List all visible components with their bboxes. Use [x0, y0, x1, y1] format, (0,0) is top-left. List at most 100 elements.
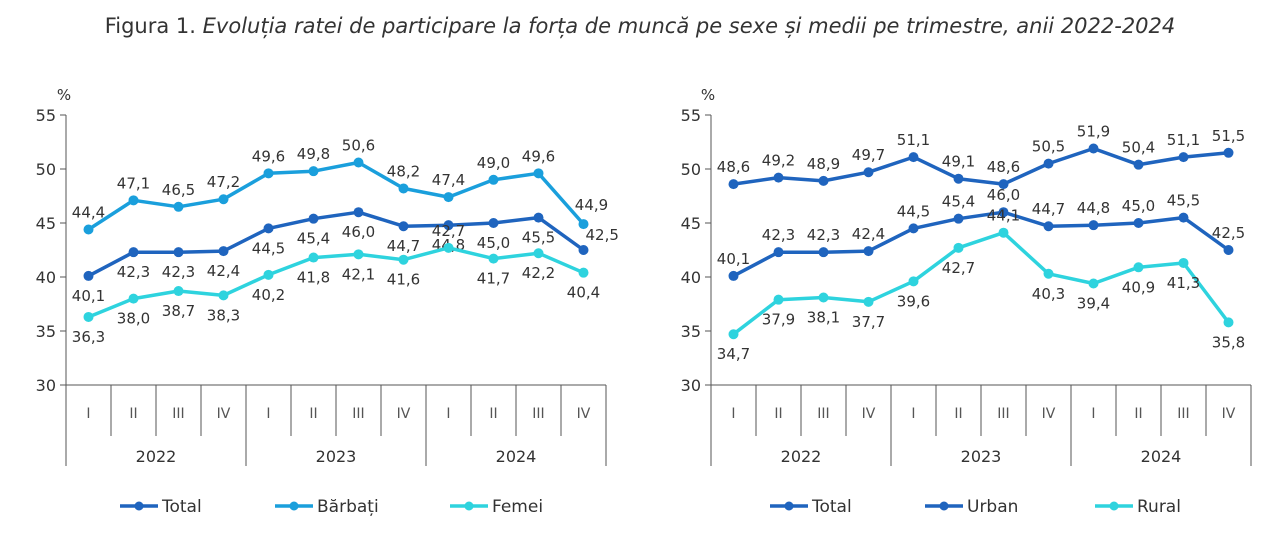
chart1-point-2-6 [353, 249, 364, 260]
figure-title-text: Evoluția ratei de participare la forța d… [202, 14, 1176, 38]
chart2-data-label: 48,9 [807, 155, 840, 173]
chart2-point-2-5 [953, 242, 964, 253]
chart1-point-2-3 [218, 290, 229, 301]
chart1-data-label: 49,6 [252, 147, 285, 165]
chart1-legend-marker-2 [464, 501, 474, 511]
chart2-point-1-9 [1133, 159, 1144, 170]
chart1-point-2-9 [488, 253, 499, 264]
chart1-point-1-0 [83, 224, 94, 235]
chart1-point-1-9 [488, 174, 499, 185]
chart2-data-label: 49,7 [852, 146, 885, 164]
chart2-data-label: 44,5 [897, 202, 930, 220]
chart1-legend-marker-0 [134, 501, 144, 511]
chart1-data-label: 40,2 [252, 286, 285, 304]
chart1-data-label: 40,4 [567, 284, 600, 302]
chart2-data-label: 34,7 [717, 345, 750, 363]
chart1-data-label: 41,6 [387, 271, 420, 289]
chart1-unit-label: % [57, 86, 71, 104]
chart1-point-0-4 [263, 223, 274, 234]
chart2-unit-label: % [701, 86, 715, 104]
chart2-data-label: 38,1 [807, 309, 840, 327]
chart1-data-label: 45,0 [477, 234, 510, 252]
chart1-data-label: 42,5 [586, 226, 619, 244]
chart1-quarter-label: III [352, 406, 364, 422]
chart2-data-label: 50,4 [1122, 139, 1155, 157]
chart1-y-tick-label: 40 [36, 268, 56, 287]
chart2-quarter-label: III [1177, 406, 1189, 422]
chart2-data-label: 42,3 [807, 226, 840, 244]
chart1-point-1-6 [353, 157, 364, 168]
chart1-series-line-2 [87, 246, 585, 319]
chart2-point-1-2 [818, 175, 829, 186]
chart2-point-1-11 [1223, 147, 1234, 158]
chart2-point-0-9 [1133, 218, 1144, 228]
chart2-point-1-1 [773, 172, 784, 183]
chart2-point-2-6 [998, 227, 1009, 238]
chart1-data-label: 42,2 [522, 264, 555, 282]
chart1-data-label: 41,7 [477, 270, 510, 288]
chart1-data-label: 45,5 [522, 229, 555, 247]
chart1-quarter-label: II [309, 406, 317, 422]
chart2-data-label: 40,1 [717, 250, 750, 268]
chart2-data-label: 51,5 [1212, 127, 1245, 145]
chart2-quarter-label: IV [1222, 406, 1236, 422]
chart1-data-label: 45,4 [297, 230, 330, 248]
chart2-y-tick-label: 35 [681, 322, 701, 341]
chart1-point-0-1 [128, 247, 139, 258]
chart2-point-2-0 [728, 329, 739, 340]
chart2-point-0-8 [1088, 220, 1099, 231]
chart2-y-tick-label: 55 [681, 106, 701, 125]
chart2-point-0-10 [1178, 212, 1189, 223]
chart1-point-2-8 [443, 242, 454, 253]
chart1-data-label: 42,7 [432, 222, 465, 240]
chart2-data-label: 46,0 [987, 186, 1020, 204]
chart1-year-label: 2023 [316, 447, 357, 466]
chart2-data-label: 50,5 [1032, 138, 1065, 156]
chart1-quarter-label: IV [577, 406, 591, 422]
chart2-point-0-2 [818, 247, 829, 258]
chart1-point-1-4 [263, 168, 274, 179]
chart2-quarter-label: IV [862, 406, 876, 422]
chart1-point-2-5 [308, 252, 319, 263]
chart1-data-label: 49,0 [477, 154, 510, 172]
chart2-data-label: 37,7 [852, 313, 885, 331]
chart1-point-0-9 [488, 218, 499, 228]
chart2-y-tick-label: 30 [681, 376, 701, 395]
chart1-data-label: 40,1 [72, 287, 105, 305]
chart2-data-label: 51,1 [1167, 131, 1200, 149]
chart1-point-0-5 [308, 213, 319, 224]
chart1-point-0-2 [173, 247, 184, 258]
chart2-quarter-label: II [1134, 406, 1142, 422]
chart1-quarter-label: I [446, 406, 450, 422]
chart1-y-tick-label: 45 [36, 214, 56, 233]
chart2-data-label: 37,9 [762, 311, 795, 329]
chart1-data-label: 46,0 [342, 223, 375, 241]
chart1-data-label: 49,6 [522, 147, 555, 165]
chart2-data-label: 42,5 [1212, 224, 1245, 242]
chart1-point-2-2 [173, 286, 184, 297]
figure-title: Figura 1. Evoluția ratei de participare … [0, 14, 1280, 38]
chart1-data-label: 44,4 [72, 203, 105, 221]
chart2-data-label: 44,7 [1032, 200, 1065, 218]
chart2-quarter-label: III [817, 406, 829, 422]
chart2-point-2-1 [773, 294, 784, 305]
chart1-data-label: 42,3 [117, 263, 150, 281]
chart1-data-label: 47,1 [117, 174, 150, 192]
chart1-point-2-10 [533, 248, 544, 259]
chart2-year-label: 2024 [1141, 447, 1182, 466]
chart2-point-2-10 [1178, 257, 1189, 268]
chart2-series-line-1 [733, 146, 1229, 186]
chart2-point-2-2 [818, 292, 829, 303]
chart2-y-tick-label: 40 [681, 268, 701, 287]
chart1-data-label: 38,3 [207, 306, 240, 324]
chart2-point-1-0 [728, 179, 739, 190]
chart1-point-0-11 [578, 245, 589, 255]
chart1-data-label: 42,1 [342, 265, 375, 283]
chart1-point-1-1 [128, 195, 139, 206]
chart1-quarter-label: II [489, 406, 497, 422]
chart2-point-0-0 [728, 270, 739, 281]
chart2-data-label: 44,8 [1077, 199, 1110, 217]
chart1-data-label: 48,2 [387, 162, 420, 180]
chart1-point-0-0 [83, 270, 94, 281]
chart1-point-1-11 [578, 219, 589, 230]
